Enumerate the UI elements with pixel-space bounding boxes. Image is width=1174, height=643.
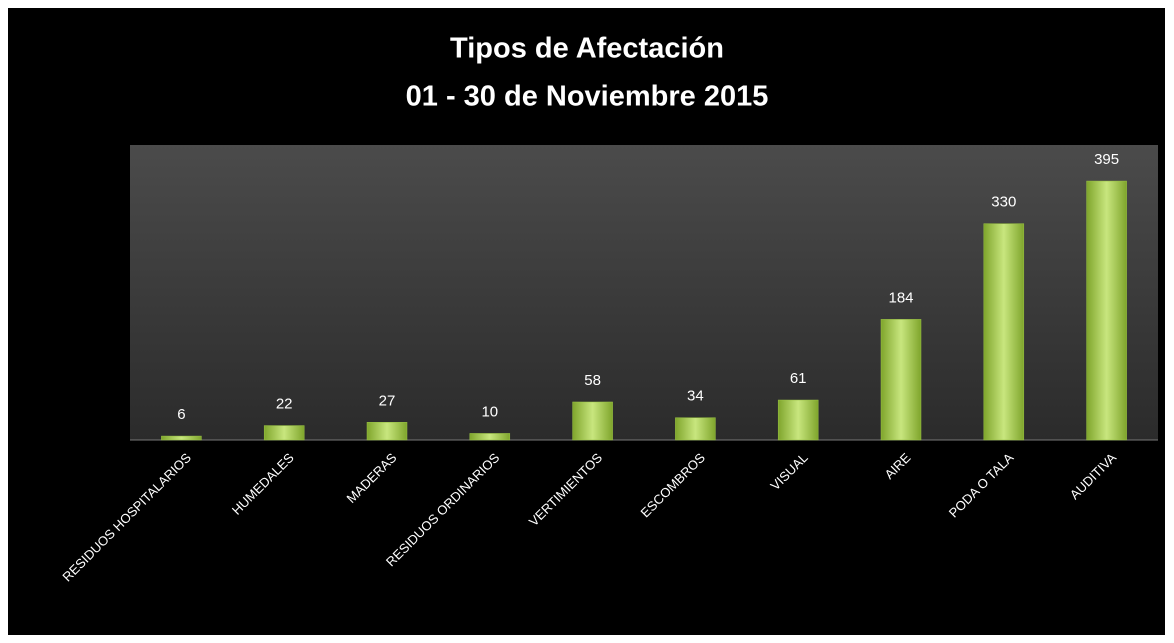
value-label: 61 — [790, 370, 807, 387]
bar — [983, 223, 1025, 441]
value-label: 330 — [991, 194, 1016, 211]
bar — [263, 425, 305, 441]
chart-subtitle: 01 - 30 de Noviembre 2015 — [406, 81, 769, 113]
bar — [161, 435, 202, 441]
bar — [777, 399, 819, 441]
value-label: 58 — [584, 372, 601, 389]
value-label: 22 — [276, 396, 293, 413]
bar — [469, 433, 511, 441]
value-label: 27 — [379, 392, 396, 409]
bar — [572, 401, 613, 441]
bar — [366, 422, 408, 441]
value-label: 395 — [1094, 151, 1119, 168]
value-label: 6 — [177, 406, 185, 423]
value-label: 184 — [888, 289, 913, 306]
bar — [880, 319, 922, 441]
bar — [675, 417, 716, 441]
value-label: 10 — [481, 403, 498, 420]
chart-title: Tipos de Afectación — [450, 33, 724, 65]
value-label: 34 — [687, 388, 704, 405]
bar — [1086, 180, 1127, 441]
